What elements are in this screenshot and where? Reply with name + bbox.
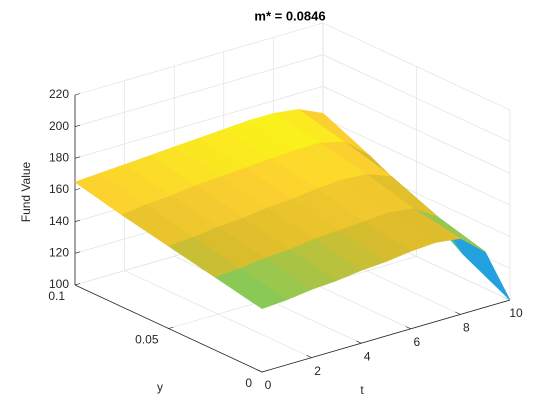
x-tick-label: 8 [463,321,470,335]
z-tick-label: 160 [49,182,69,196]
grid-line [322,22,511,111]
y-axis-label: y [157,380,163,394]
grid-line [74,22,324,96]
x-tick [306,355,312,358]
z-tick-label: 180 [49,151,69,165]
x-tick-label: 0 [265,378,272,392]
x-tick [455,311,461,315]
y-tick-label: 0.1 [48,289,65,303]
z-tick [74,188,81,191]
grid-line [74,86,324,159]
grid-line [322,54,511,142]
z-tick-label: 220 [49,87,69,101]
y-tick [168,326,174,329]
y-tick-label: 0 [245,376,252,390]
surface-patch [214,268,288,309]
chart-title: m* = 0.0846 [254,8,325,23]
z-tick-label: 100 [49,277,69,291]
grid-line [322,86,511,174]
z-tick [74,251,81,254]
z-tick [74,124,81,127]
z-tick [74,93,81,96]
z-tick-label: 140 [49,214,69,228]
grid-line [74,54,324,127]
z-tick [74,156,81,159]
z-tick-label: 120 [49,246,69,260]
y-tick-label: 0.05 [135,333,159,347]
axis-line [261,299,511,373]
z-axis-label: Fund Value [19,161,33,222]
x-tick [405,326,411,330]
x-tick-label: 6 [413,335,420,349]
axis-line [74,284,263,373]
x-tick-label: 2 [314,364,321,378]
x-tick [356,340,362,344]
x-tick-label: 10 [509,306,523,320]
x-axis-label: t [360,383,364,397]
z-tick [74,283,81,286]
x-tick-label: 4 [364,349,371,363]
grid-line [322,117,511,206]
z-tick-label: 200 [49,119,69,133]
z-tick [74,219,81,222]
